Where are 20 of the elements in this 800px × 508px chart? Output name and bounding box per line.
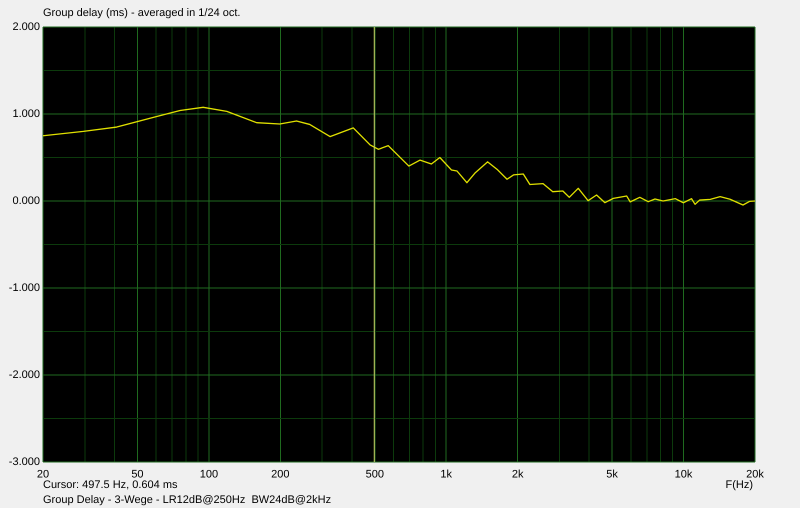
x-tick-label: 200	[271, 468, 290, 481]
x-tick-label: 2k	[512, 468, 524, 481]
y-tick-label: -1.000	[8, 282, 40, 294]
y-tick-label: -2.000	[8, 369, 40, 382]
y-tick-label: 0.000	[12, 195, 40, 208]
chart-title: Group delay (ms) - averaged in 1/24 oct.	[43, 7, 240, 20]
text: Group Delay - 3-Wege - LR12dB@250Hz BW24dB@2kHz	[43, 494, 332, 506]
x-tick-label: 20k	[746, 468, 764, 481]
x-tick-label: 500	[366, 468, 384, 481]
text: Cursor: 497.5 Hz, 0.604 ms	[43, 479, 178, 492]
x-tick-label: 20	[36, 468, 50, 481]
x-tick-label: 10k	[674, 468, 693, 481]
x-axis-title: F(Hz)	[726, 479, 753, 492]
y-tick-label: -3.000	[8, 456, 40, 468]
x-tick-label: 1k	[440, 468, 453, 481]
y-tick-label: 1.000	[12, 108, 40, 120]
x-tick-label: 100	[200, 468, 218, 481]
y-tick-label: 2.000	[12, 21, 40, 34]
x-tick-label: 50	[131, 468, 144, 481]
x-tick-label: 5k	[606, 468, 618, 481]
